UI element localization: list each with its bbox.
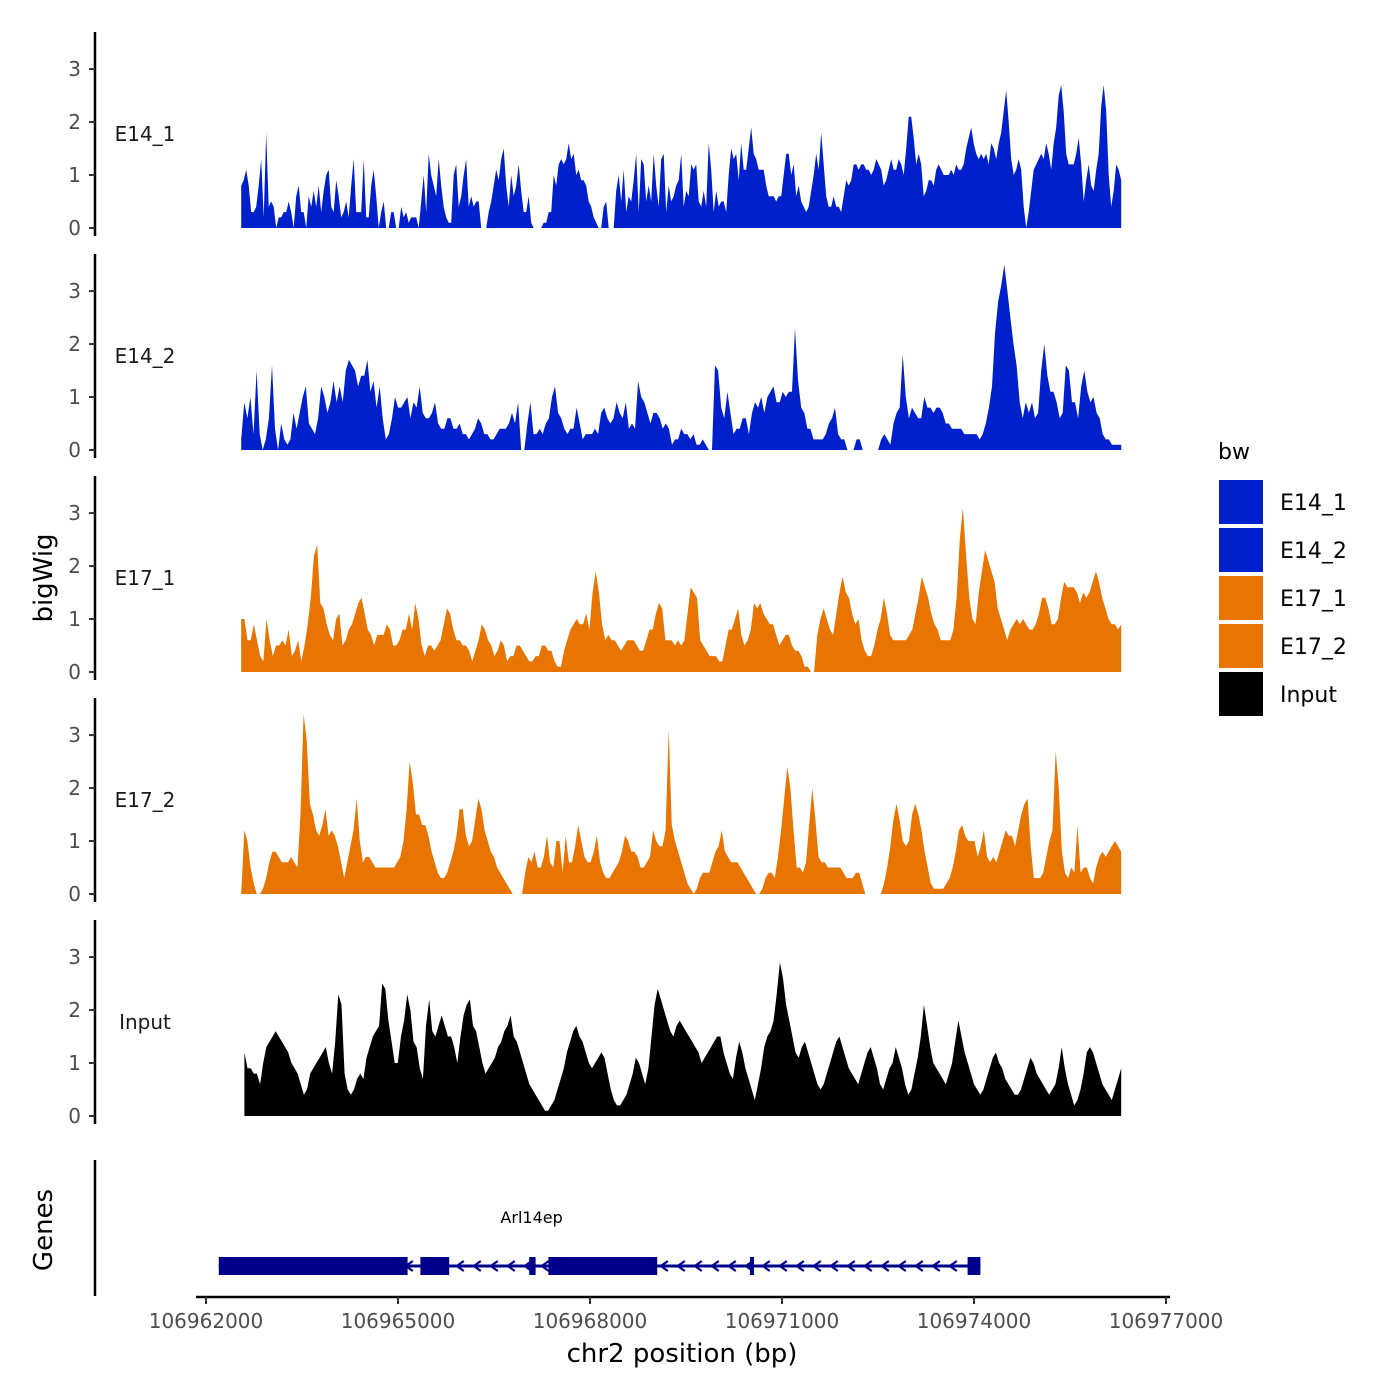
y-tick-label: 0 [68,660,81,684]
x-tick-label: 106971000 [725,1309,840,1333]
strand-arrow [777,1260,788,1272]
legend-label: Input [1280,683,1337,708]
strand-arrow [879,1260,890,1272]
y-tick-label: 0 [68,216,81,240]
strand-arrow [709,1260,720,1272]
gene-exon [967,1257,981,1275]
legend: bw E14_1 E14_2 E17_1 E17_2 Input [1217,440,1347,718]
track-panel-e17-1: 0 1 2 3 E17_1 [68,476,1122,684]
strand-arrow [760,1260,771,1272]
strand-arrow [454,1260,465,1272]
y-tick-label: 2 [68,110,81,134]
y-tick-label: 1 [68,1051,81,1075]
coverage-area-input [244,962,1122,1116]
y-tick-label: 2 [68,776,81,800]
y-tick-label: 1 [68,163,81,187]
strand-arrow [828,1260,839,1272]
gene-exon [420,1257,450,1275]
coverage-area-e17-1 [241,507,1122,672]
y-tick-label: 3 [68,57,81,81]
strand-arrow [947,1260,958,1272]
gene-exon [750,1257,754,1275]
genes-axis-title: Genes [29,1189,59,1271]
x-axis: 106962000 106965000 106968000 106971000 1069… [149,1295,1224,1333]
strand-arrow [913,1260,924,1272]
legend-key-e17-1 [1217,574,1265,622]
track-panel-input: 0 1 2 3 Input [68,920,1122,1128]
strand-arrow [539,1260,550,1272]
gene-exon [529,1257,536,1275]
track-label: E14_1 [115,122,176,146]
y-tick-label: 2 [68,998,81,1022]
strand-arrow [794,1260,805,1272]
strand-arrow [505,1260,516,1272]
y-tick-label: 0 [68,882,81,906]
strand-arrow [675,1260,686,1272]
gene-name-label: Arl14ep [500,1208,562,1227]
legend-label: E17_1 [1280,587,1347,612]
genes-panel: Arl14ep [93,1160,981,1296]
strand-arrow [896,1260,907,1272]
y-tick-label: 3 [68,723,81,747]
y-tick-label: 2 [68,554,81,578]
y-tick-label: 3 [68,501,81,525]
x-tick-label: 106974000 [917,1309,1032,1333]
y-tick-label: 3 [68,279,81,303]
x-tick-label: 106962000 [149,1309,264,1333]
legend-label: E17_2 [1280,635,1347,660]
legend-label: E14_1 [1280,491,1347,516]
x-tick-label: 106977000 [1109,1309,1224,1333]
y-tick-label: 1 [68,385,81,409]
strand-arrow [488,1260,499,1272]
x-axis-title: chr2 position (bp) [567,1339,798,1369]
strand-arrow [471,1260,482,1272]
track-label: E14_2 [115,344,176,368]
gene-exon [548,1257,658,1275]
coverage-area-e14-1 [241,85,1122,228]
legend-key-e14-1 [1217,478,1265,526]
x-tick-label: 106968000 [533,1309,648,1333]
legend-key-e14-2 [1217,526,1265,574]
track-panel-e14-2: 0 1 2 3 E14_2 [68,254,1122,462]
legend-title: bw [1218,440,1250,465]
strand-arrow [726,1260,737,1272]
strand-arrow [862,1260,873,1272]
y-tick-label: 2 [68,332,81,356]
y-tick-label: 0 [68,1104,81,1128]
strand-arrow [692,1260,703,1272]
strand-arrow [811,1260,822,1272]
strand-arrow [930,1260,941,1272]
track-label: E17_1 [115,566,176,590]
coverage-area-e14-2 [241,264,1122,450]
legend-label: E14_2 [1280,539,1347,564]
y-tick-label: 1 [68,607,81,631]
legend-key-e17-2 [1217,622,1265,670]
x-tick-label: 106965000 [341,1309,456,1333]
strand-arrow [845,1260,856,1272]
strand-arrow [658,1260,669,1272]
y-tick-label: 3 [68,945,81,969]
gene-exon [218,1257,408,1275]
y-axis-title: bigWig [29,533,59,622]
track-panel-e14-1: 0 1 2 3 E14_1 [68,32,1122,240]
track-label: Input [119,1010,171,1034]
y-tick-label: 1 [68,829,81,853]
coverage-area-e17-2 [241,713,1122,894]
y-tick-label: 0 [68,438,81,462]
track-panels: 0 1 2 3 E14_1 0 1 2 3 E14_2 0 1 2 3 E17_1 0 1 2 3 E17_2 0 1 2 3… [68,32,1122,1128]
legend-key-input [1217,670,1265,718]
track-panel-e17-2: 0 1 2 3 E17_2 [68,698,1122,906]
track-label: E17_2 [115,788,176,812]
